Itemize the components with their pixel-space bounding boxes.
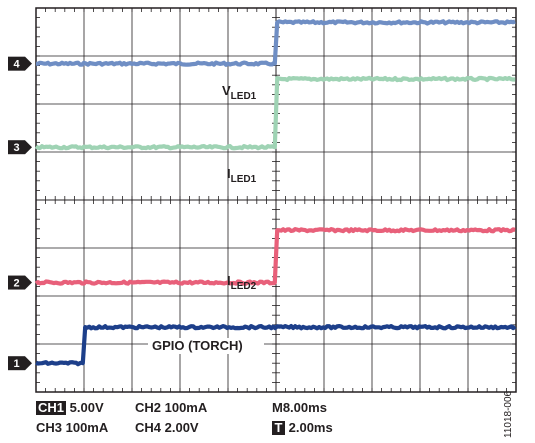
ch1-scale: 5.00V xyxy=(69,400,104,415)
ch1-readout: CH1 5.00V xyxy=(36,400,104,416)
channel-4-marker-arrow xyxy=(25,56,32,71)
channel-2-marker-arrow xyxy=(25,275,32,290)
ch1-chip: CH1 xyxy=(36,400,67,415)
ch2-readout: CH2 100mA xyxy=(135,400,208,415)
figure-id: 11018-006 xyxy=(503,390,514,438)
label-gpio-torch--backdrop xyxy=(148,338,264,354)
trace-gpio-torch- xyxy=(35,324,517,367)
trace-iled2 xyxy=(34,227,516,286)
channel-2-marker-box xyxy=(8,275,25,290)
channel-3-marker-arrow xyxy=(25,140,32,155)
channel-1-marker-arrow xyxy=(25,356,32,371)
channel-4-marker: 4 xyxy=(8,56,32,71)
trace-label-layer: VLED1 ILED1 ILED2 GPIO (TORCH) xyxy=(148,83,264,354)
channel-3-marker-label: 3 xyxy=(13,142,19,154)
trace-iled1 xyxy=(34,75,516,151)
channel-marker-layer: 4 3 2 1 xyxy=(8,56,32,371)
trigger-readout: T 2.00ms xyxy=(272,420,333,436)
channel-4-marker-label: 4 xyxy=(13,59,20,71)
label-gpio-torch-: GPIO (TORCH) xyxy=(152,338,243,353)
ch3-readout: CH3 100mA xyxy=(36,420,109,435)
channel-1-marker: 1 xyxy=(8,356,32,371)
channel-3-marker-box xyxy=(8,140,25,155)
channel-2-marker-label: 2 xyxy=(13,278,19,290)
ch4-readout: CH4 2.00V xyxy=(135,420,199,435)
trigger-position: 2.00ms xyxy=(288,420,333,435)
channel-2-marker: 2 xyxy=(8,275,32,290)
timebase-readout: M8.00ms xyxy=(272,400,327,415)
label-iled1: ILED1 xyxy=(227,166,257,185)
channel-4-marker-box xyxy=(8,56,25,71)
channel-3-marker: 3 xyxy=(8,140,32,155)
channel-1-marker-label: 1 xyxy=(13,358,19,370)
label-iled2: ILED2 xyxy=(227,273,257,292)
trace-layer xyxy=(34,19,517,367)
channel-1-marker-box xyxy=(8,356,25,371)
trigger-chip: T xyxy=(272,421,285,435)
trace-vled1 xyxy=(35,19,516,67)
label-vled1: VLED1 xyxy=(222,83,257,102)
